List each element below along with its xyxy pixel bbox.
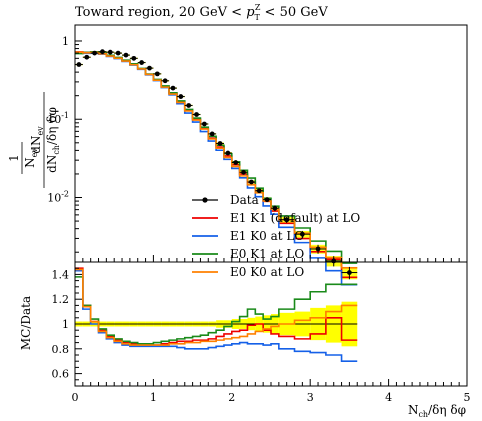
data-point	[217, 141, 223, 146]
legend-label-e0-k0-at-lo: E0 K0 at LO	[230, 265, 304, 279]
data-point	[170, 85, 176, 91]
y-tick-label: 10-2	[47, 190, 69, 205]
ratio-y-tick-label: 1.2	[52, 293, 70, 306]
y-tick-label: 1	[62, 35, 69, 48]
ratio-series-group	[75, 267, 358, 362]
legend-label-e1-k0-at-lo: E1 K0 at LO	[230, 229, 304, 243]
x-tick-label: 3	[307, 391, 314, 404]
data-point	[272, 205, 278, 211]
data-point	[284, 217, 290, 223]
data-point	[186, 103, 192, 108]
legend: Data E1 K1 (default) at LO E1 K0 at LO E0 K…	[192, 193, 360, 279]
data-point	[233, 160, 239, 165]
x-tick-label: 1	[150, 391, 157, 404]
data-point	[123, 52, 129, 58]
data-point	[154, 71, 160, 77]
main-series-group	[75, 50, 358, 286]
main-y-axis-label-frac: dNev dNch/δη δφ	[29, 92, 61, 188]
y-tick-label: 10-1	[47, 111, 69, 126]
data-point	[264, 197, 270, 203]
data-point	[225, 150, 231, 156]
data-point	[256, 188, 262, 194]
main-y-ticks: 1 10-1 10-2	[47, 35, 82, 253]
ratio-y-tick-label: 0.6	[52, 368, 70, 381]
data-point	[147, 65, 152, 71]
data-point	[139, 60, 145, 65]
main-uncertainty-band	[75, 51, 358, 280]
series-e0-k0-at-lo-ratio	[75, 268, 358, 346]
svg-text:dNch/δη δφ: dNch/δη δφ	[45, 107, 61, 173]
ratio-y-tick-label: 1.4	[52, 268, 70, 281]
data-point	[315, 246, 321, 252]
data-point	[201, 121, 207, 127]
x-tick-label: 2	[228, 391, 235, 404]
data-point	[115, 50, 121, 56]
data-point	[107, 49, 113, 55]
svg-text:dNev: dNev	[29, 126, 45, 154]
data-points	[75, 49, 358, 280]
data-point	[209, 131, 215, 137]
series-e0-k1-at-lo-main	[75, 50, 358, 264]
data-point	[162, 78, 168, 84]
ratio-panel: 0.6 0.8 1 1.2 1.4 0 1 2 3 4 5	[52, 261, 471, 404]
data-point	[84, 54, 90, 60]
data-point	[241, 169, 246, 175]
data-point	[131, 55, 137, 61]
legend-label-e0-k1-at-lo: E0 K1 at LO	[230, 247, 304, 261]
series-e0-k0-at-lo-main	[75, 51, 358, 269]
ratio-y-tick-label: 1	[62, 318, 69, 331]
data-point	[347, 270, 352, 275]
ratio-y-ticks: 0.6 0.8 1 1.2 1.4	[52, 261, 82, 387]
data-point	[299, 231, 305, 237]
data-point	[194, 112, 199, 117]
svg-text:1: 1	[7, 154, 21, 162]
main-panel: 1 10-1 10-2	[47, 24, 468, 286]
legend-data-marker	[202, 197, 208, 203]
main-x-ticks	[74, 255, 468, 262]
data-point	[249, 179, 254, 185]
x-tick-label: 5	[464, 391, 471, 404]
data-point	[100, 49, 105, 55]
x-tick-label: 0	[72, 391, 79, 404]
ratio-y-tick-label: 0.8	[52, 343, 70, 356]
legend-label-data: Data	[230, 193, 259, 207]
data-point	[178, 94, 184, 99]
series-e1-k1-default-at-lo-main	[75, 51, 358, 279]
series-e1-k0-at-lo-ratio	[75, 269, 358, 362]
series-e1-k1-default-at-lo-ratio	[75, 267, 358, 346]
data-point	[92, 50, 97, 56]
ratio-x-ticks: 0 1 2 3 4 5	[72, 379, 471, 404]
chart-title: Toward region, 20 GeV < pTZ < 50 GeV	[75, 3, 328, 22]
ylabel-num: 1	[7, 154, 21, 162]
legend-label-e1-k1-default-at-lo: E1 K1 (default) at LO	[230, 211, 360, 225]
x-axis-label: Nch/δη δφ	[408, 403, 466, 419]
ratio-y-axis-label: MC/Data	[19, 296, 33, 350]
x-tick-label: 4	[385, 391, 392, 404]
